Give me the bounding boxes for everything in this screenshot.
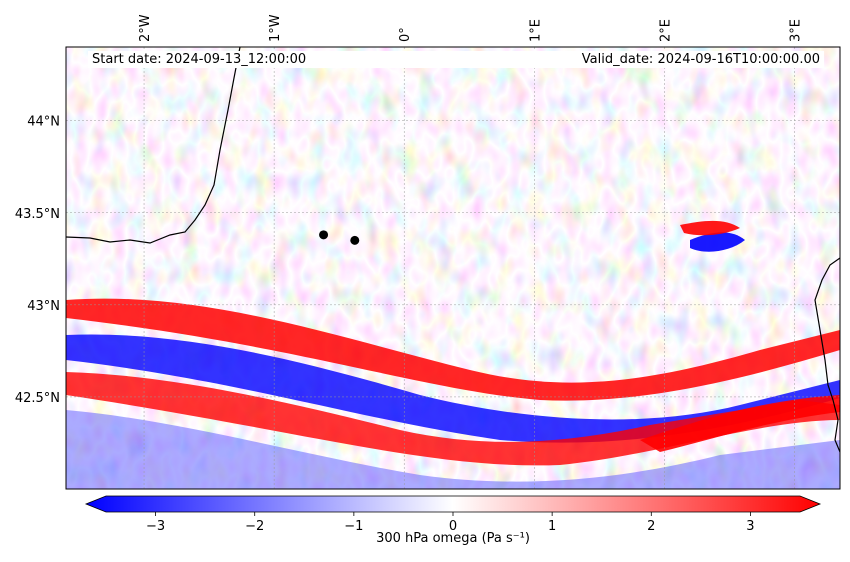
longitude-label: 1°E [528, 19, 543, 42]
latitude-label: 43.5°N [15, 207, 60, 222]
latitude-label: 44°N [27, 115, 60, 130]
map-frame [65, 46, 841, 490]
start-date: Start date: 2024-09-13_12:00:00 [88, 51, 311, 68]
colorbar-ticks: −3 −2 −1 0 1 2 3 [146, 512, 755, 534]
marker-station-2 [350, 235, 360, 245]
gridlines [66, 47, 840, 489]
latitude-label: 42.5°N [15, 391, 60, 406]
longitude-labels: 2°W 1°W 0° 1°E 2°E 3°E [138, 14, 803, 42]
colorbar: −3 −2 −1 0 1 2 3 [84, 495, 822, 534]
colorbar-label: 300 hPa omega (Pa s⁻¹) [376, 531, 530, 546]
longitude-label: 2°W [138, 14, 153, 42]
coastline [66, 47, 840, 453]
colorbar-tick-label: 0 [449, 519, 457, 534]
latitude-labels: 44°N 43.5°N 43°N 42.5°N [15, 115, 60, 406]
valid-date: Valid_date: 2024-09-16T10:00:00.00 [577, 51, 824, 68]
longitude-label: 1°W [268, 14, 283, 42]
longitude-label: 3°E [788, 19, 803, 42]
colorbar-tick-label: −3 [146, 519, 165, 534]
markers [319, 230, 360, 245]
latitude-label: 43°N [27, 299, 60, 314]
colorbar-tick-label: 2 [647, 519, 655, 534]
colorbar-tick-label: −1 [344, 519, 363, 534]
longitude-label: 0° [398, 27, 413, 42]
colorbar-tick-label: 3 [746, 519, 754, 534]
colorbar-tick-label: 1 [548, 519, 556, 534]
omega-field [66, 47, 840, 489]
colorbar-bar [84, 495, 822, 513]
longitude-label: 2°E [658, 19, 673, 42]
marker-station-1 [319, 230, 329, 240]
colorbar-tick-label: −2 [245, 519, 264, 534]
